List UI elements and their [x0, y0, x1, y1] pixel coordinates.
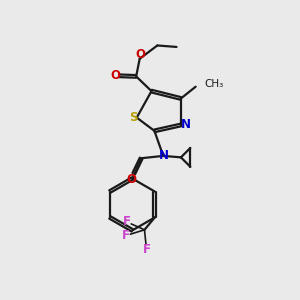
- Text: N: N: [181, 118, 190, 131]
- Text: F: F: [122, 229, 130, 242]
- Text: F: F: [142, 243, 151, 256]
- Text: F: F: [123, 215, 131, 228]
- Text: O: O: [136, 47, 146, 61]
- Text: N: N: [159, 149, 169, 162]
- Text: O: O: [110, 69, 120, 82]
- Text: S: S: [130, 110, 138, 124]
- Text: O: O: [127, 173, 136, 186]
- Text: CH₃: CH₃: [205, 79, 224, 89]
